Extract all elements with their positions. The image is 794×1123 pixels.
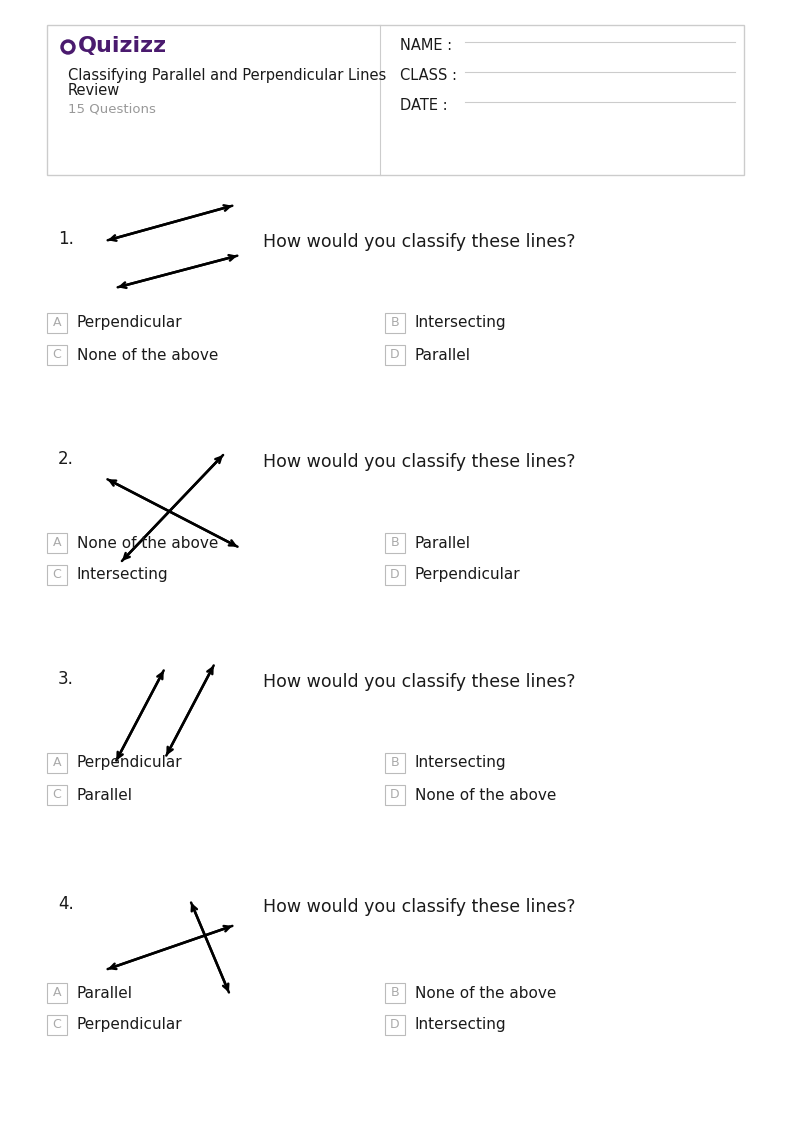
Text: CLASS :: CLASS : <box>400 69 457 83</box>
Text: Parallel: Parallel <box>415 536 471 550</box>
Text: A: A <box>52 757 61 769</box>
Text: B: B <box>391 986 399 999</box>
Text: 3.: 3. <box>58 670 74 688</box>
Text: D: D <box>390 568 400 582</box>
Text: How would you classify these lines?: How would you classify these lines? <box>263 673 576 691</box>
Text: Parallel: Parallel <box>77 787 133 803</box>
Text: Parallel: Parallel <box>415 347 471 363</box>
Bar <box>385 785 405 805</box>
Bar <box>47 25 744 175</box>
Text: 1.: 1. <box>58 230 74 248</box>
Text: How would you classify these lines?: How would you classify these lines? <box>263 232 576 252</box>
Text: A: A <box>52 317 61 329</box>
Text: D: D <box>390 788 400 802</box>
Text: D: D <box>390 1019 400 1032</box>
Text: 15 Questions: 15 Questions <box>68 103 156 116</box>
Bar <box>47 565 67 585</box>
Bar <box>385 1015 405 1035</box>
Text: C: C <box>52 1019 61 1032</box>
Circle shape <box>64 44 71 51</box>
Text: Perpendicular: Perpendicular <box>77 756 183 770</box>
Text: Intersecting: Intersecting <box>415 316 507 330</box>
Text: Intersecting: Intersecting <box>415 1017 507 1032</box>
Text: Intersecting: Intersecting <box>77 567 168 583</box>
Bar <box>385 345 405 365</box>
Text: How would you classify these lines?: How would you classify these lines? <box>263 453 576 471</box>
Bar <box>385 533 405 553</box>
Text: Perpendicular: Perpendicular <box>415 567 521 583</box>
Text: None of the above: None of the above <box>415 986 557 1001</box>
Bar <box>47 533 67 553</box>
Text: Classifying Parallel and Perpendicular Lines: Classifying Parallel and Perpendicular L… <box>68 69 386 83</box>
Bar <box>47 983 67 1003</box>
Text: A: A <box>52 537 61 549</box>
Text: D: D <box>390 348 400 362</box>
Bar <box>385 313 405 334</box>
Text: None of the above: None of the above <box>415 787 557 803</box>
Text: Quizizz: Quizizz <box>78 36 167 56</box>
Text: DATE :: DATE : <box>400 98 448 113</box>
Text: Perpendicular: Perpendicular <box>77 1017 183 1032</box>
Bar <box>47 345 67 365</box>
Text: C: C <box>52 788 61 802</box>
Bar <box>47 313 67 334</box>
Text: C: C <box>52 568 61 582</box>
Bar <box>47 754 67 773</box>
Bar <box>385 565 405 585</box>
Bar <box>47 785 67 805</box>
Bar <box>47 1015 67 1035</box>
Text: C: C <box>52 348 61 362</box>
Circle shape <box>61 40 75 54</box>
Text: Review: Review <box>68 83 120 98</box>
Bar <box>385 983 405 1003</box>
Text: Perpendicular: Perpendicular <box>77 316 183 330</box>
Text: 2.: 2. <box>58 450 74 468</box>
Text: NAME :: NAME : <box>400 38 452 53</box>
Text: How would you classify these lines?: How would you classify these lines? <box>263 898 576 916</box>
Text: B: B <box>391 537 399 549</box>
Text: B: B <box>391 757 399 769</box>
Text: A: A <box>52 986 61 999</box>
Text: Parallel: Parallel <box>77 986 133 1001</box>
Text: None of the above: None of the above <box>77 347 218 363</box>
Text: Intersecting: Intersecting <box>415 756 507 770</box>
Text: 4.: 4. <box>58 895 74 913</box>
Text: B: B <box>391 317 399 329</box>
Bar <box>385 754 405 773</box>
Text: None of the above: None of the above <box>77 536 218 550</box>
